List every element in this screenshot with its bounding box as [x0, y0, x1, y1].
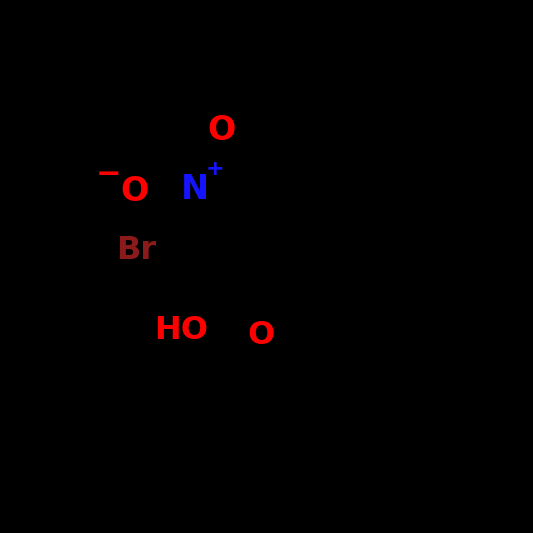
Text: CH₃: CH₃	[284, 378, 335, 406]
Text: Br: Br	[116, 235, 156, 266]
Text: O: O	[120, 175, 149, 208]
Text: O: O	[207, 114, 236, 147]
Text: HO: HO	[154, 315, 208, 346]
Text: −: −	[95, 160, 121, 189]
Text: N: N	[181, 173, 208, 206]
Text: O: O	[247, 320, 275, 351]
Text: +: +	[206, 159, 224, 179]
